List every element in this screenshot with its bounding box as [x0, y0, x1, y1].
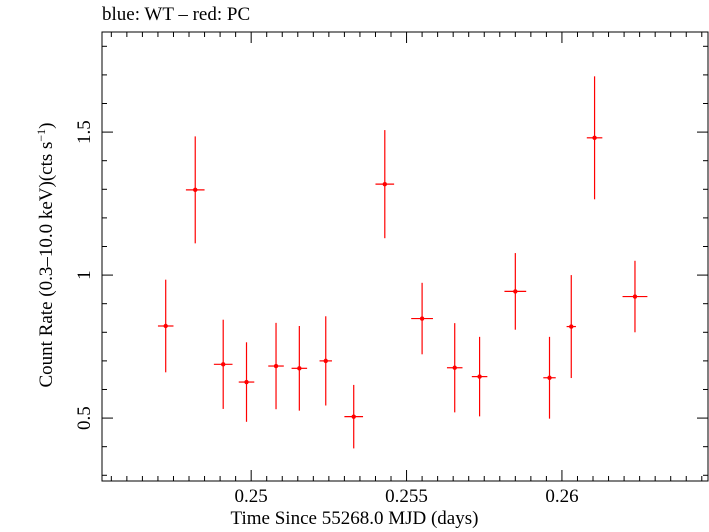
data-marker — [273, 363, 279, 369]
y-axis-label-main: Count Rate (0.3–10.0 keV)(cts s — [36, 141, 58, 388]
data-point — [471, 336, 488, 417]
data-marker — [419, 316, 425, 321]
data-point — [157, 279, 174, 373]
data-point — [268, 322, 284, 410]
data-point — [411, 282, 433, 355]
data-point — [291, 325, 308, 411]
data-marker — [513, 289, 518, 294]
data-point — [238, 342, 255, 422]
y-axis-label-exponent: −1 — [33, 128, 48, 142]
x-tick-label: 0.25 — [235, 486, 268, 507]
plot-frame — [101, 31, 709, 482]
data-marker — [452, 365, 457, 370]
data-point — [375, 130, 395, 239]
data-marker — [382, 181, 387, 187]
y-tick-label: 1.5 — [74, 120, 95, 144]
data-marker — [244, 379, 249, 385]
data-marker — [632, 294, 638, 299]
x-axis-label: Time Since 55268.0 MJD (days) — [230, 508, 479, 529]
chart-title: blue: WT – red: PC — [102, 4, 251, 25]
data-point — [566, 275, 576, 379]
data-point — [446, 323, 463, 413]
data-point — [344, 384, 364, 449]
data-point — [504, 253, 527, 330]
data-point — [185, 136, 205, 244]
data-marker — [297, 366, 302, 371]
data-point — [586, 76, 603, 200]
data-point — [319, 316, 332, 406]
data-marker — [193, 187, 198, 193]
data-marker — [351, 414, 356, 419]
data-marker — [477, 374, 482, 379]
data-marker — [592, 135, 597, 141]
data-marker — [163, 323, 168, 329]
data-marker — [221, 362, 226, 367]
data-marker — [323, 358, 328, 364]
y-tick-label: 1 — [74, 270, 95, 280]
data-marker — [569, 324, 574, 329]
y-tick-label: 0.5 — [74, 406, 95, 430]
data-marker — [547, 375, 552, 380]
x-tick-label: 0.26 — [545, 486, 578, 507]
y-axis-label: Count Rate (0.3–10.0 keV)(cts s−1) — [34, 122, 58, 387]
x-tick-label: 0.255 — [385, 486, 428, 507]
data-point — [213, 319, 233, 409]
data-point — [543, 336, 556, 419]
y-axis-label-end: ) — [36, 122, 58, 129]
data-point — [622, 260, 648, 333]
